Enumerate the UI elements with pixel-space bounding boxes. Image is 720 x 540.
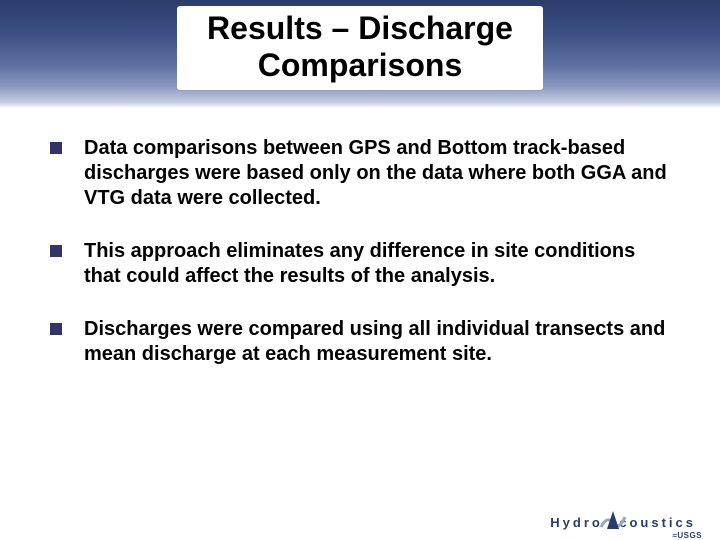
logo-a-graphic: A bbox=[605, 515, 617, 530]
square-bullet-icon bbox=[50, 323, 62, 335]
hydroacoustics-logo: HydroAcoustics ≈USGS bbox=[550, 515, 702, 530]
usgs-label: ≈USGS bbox=[672, 531, 702, 540]
bullet-text: Data comparisons between GPS and Bottom … bbox=[84, 136, 670, 211]
footer-logo-area: HydroAcoustics ≈USGS bbox=[550, 515, 702, 530]
title-line-1: Results – Discharge bbox=[207, 10, 513, 46]
bullet-item: Data comparisons between GPS and Bottom … bbox=[50, 136, 670, 211]
bullet-item: This approach eliminates any difference … bbox=[50, 239, 670, 289]
logo-text-before: Hydro bbox=[550, 515, 603, 530]
title-white-box: Results – Discharge Comparisons bbox=[177, 6, 543, 90]
title-gradient-bar: Results – Discharge Comparisons bbox=[0, 0, 720, 108]
bullet-text: This approach eliminates any difference … bbox=[84, 239, 670, 289]
square-bullet-icon bbox=[50, 245, 62, 257]
slide-title: Results – Discharge Comparisons bbox=[207, 10, 513, 84]
content-area: Data comparisons between GPS and Bottom … bbox=[0, 108, 720, 367]
logo-text-after: coustics bbox=[619, 515, 696, 530]
square-bullet-icon bbox=[50, 142, 62, 154]
bullet-text: Discharges were compared using all indiv… bbox=[84, 317, 670, 367]
title-line-2: Comparisons bbox=[258, 47, 462, 83]
bullet-item: Discharges were compared using all indiv… bbox=[50, 317, 670, 367]
